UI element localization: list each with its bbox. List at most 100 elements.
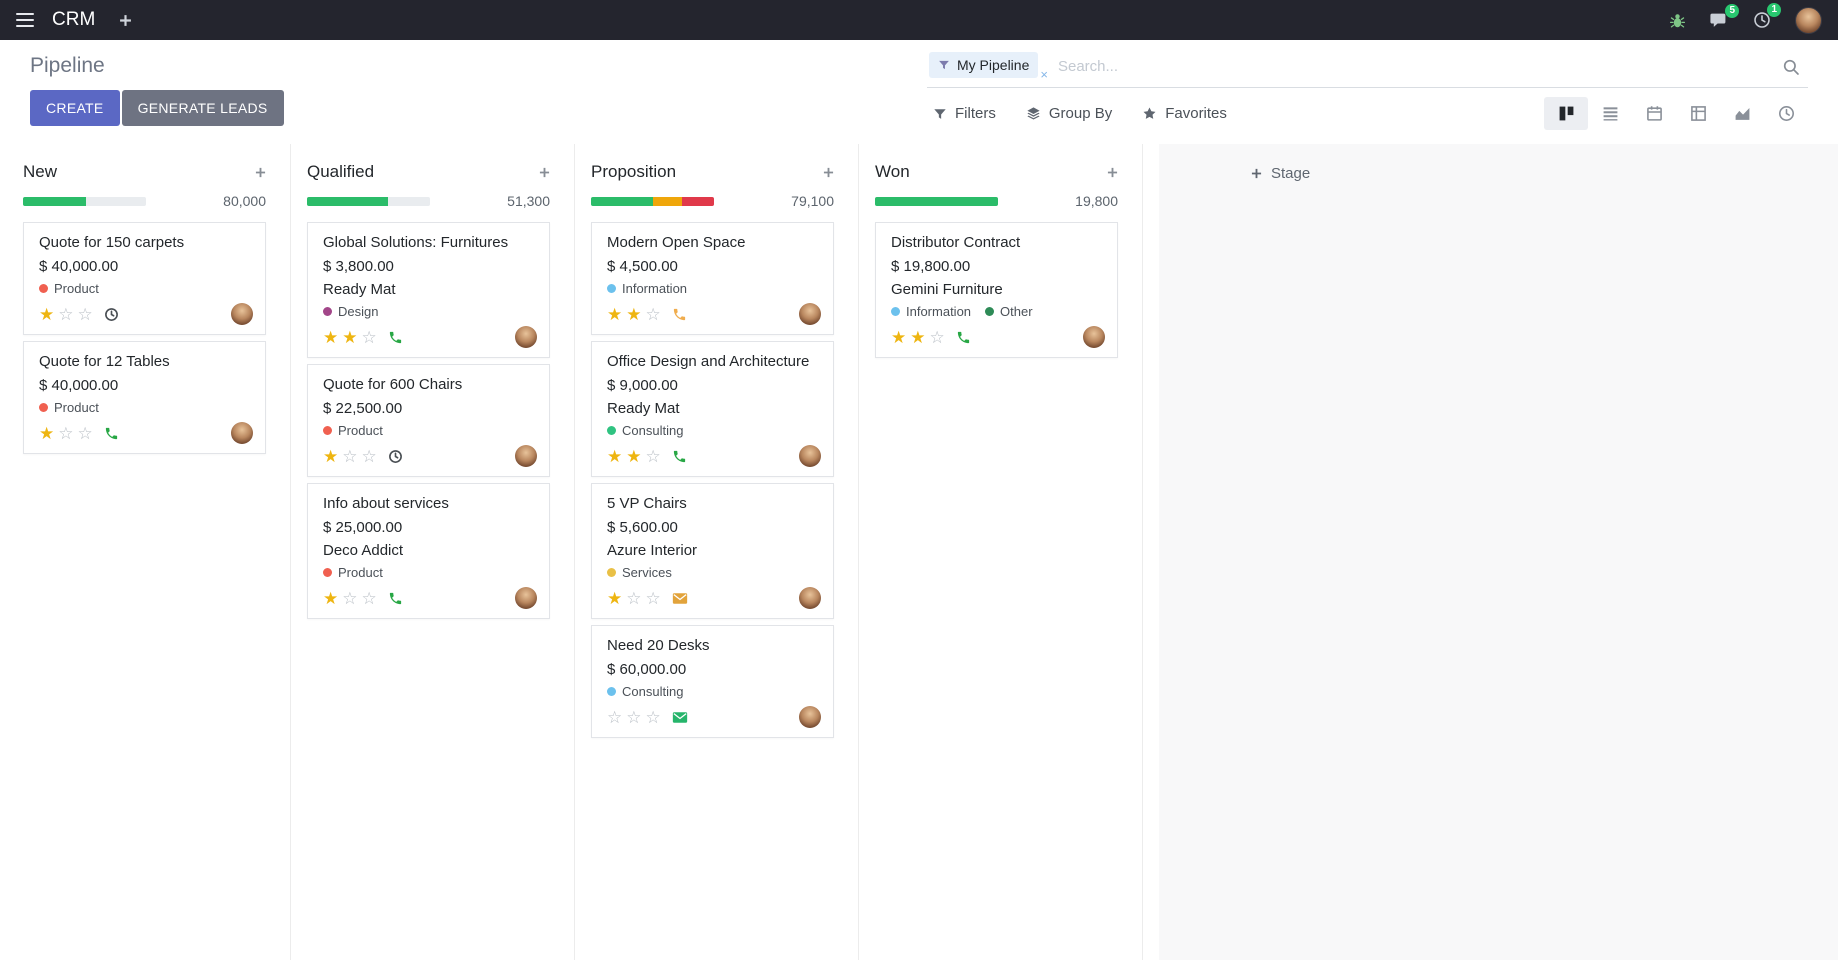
priority-stars[interactable]: ★ ☆ ☆ — [39, 425, 93, 442]
star-icon[interactable]: ★ — [910, 327, 926, 347]
priority-stars[interactable]: ★ ★ ☆ — [891, 329, 945, 346]
avatar[interactable] — [799, 303, 821, 325]
kanban-card[interactable]: Quote for 150 carpets $ 40,000.00 Product ★… — [23, 222, 266, 335]
activity-view-button[interactable] — [1764, 97, 1808, 130]
avatar[interactable] — [799, 587, 821, 609]
clock-icon[interactable] — [388, 449, 403, 464]
filters-button[interactable]: Filters — [933, 105, 996, 122]
star-icon[interactable]: ☆ — [929, 327, 945, 347]
kanban-card[interactable]: Quote for 600 Chairs $ 22,500.00 Product ★ ☆… — [307, 364, 550, 477]
plus-icon[interactable] — [119, 14, 132, 27]
star-icon[interactable]: ☆ — [626, 707, 642, 727]
phone-icon[interactable] — [388, 591, 403, 606]
kanban-card[interactable]: Need 20 Desks $ 60,000.00 Consulting ☆ ☆ ☆ — [591, 625, 834, 738]
star-icon[interactable]: ☆ — [342, 446, 358, 466]
avatar[interactable] — [231, 422, 253, 444]
phone-icon[interactable] — [672, 449, 687, 464]
star-icon[interactable]: ★ — [607, 304, 623, 324]
kanban-card[interactable]: Modern Open Space $ 4,500.00 Information ★ ★… — [591, 222, 834, 335]
pivot-view-button[interactable] — [1676, 97, 1720, 130]
kanban-card[interactable]: Distributor Contract $ 19,800.00 Gemini Fu… — [875, 222, 1118, 358]
star-icon[interactable]: ★ — [607, 588, 623, 608]
generate-leads-button[interactable]: GENERATE LEADS — [121, 90, 284, 126]
envelope-icon[interactable] — [672, 592, 688, 605]
search-input[interactable] — [1047, 54, 1782, 79]
list-view-button[interactable] — [1588, 97, 1632, 130]
create-button[interactable]: CREATE — [30, 90, 120, 126]
clock-icon[interactable] — [104, 307, 119, 322]
star-icon[interactable]: ★ — [39, 423, 55, 443]
star-icon[interactable]: ★ — [626, 446, 642, 466]
favorites-button[interactable]: Favorites — [1142, 105, 1227, 122]
phone-icon[interactable] — [104, 426, 119, 441]
column-progressbar[interactable] — [23, 196, 146, 206]
star-icon[interactable]: ☆ — [77, 423, 93, 443]
star-icon[interactable]: ☆ — [626, 588, 642, 608]
column-title[interactable]: Qualified — [307, 162, 375, 181]
column-progressbar[interactable] — [875, 196, 998, 206]
add-card-button[interactable] — [539, 167, 550, 178]
bug-icon[interactable] — [1669, 12, 1686, 29]
messages-icon[interactable]: 5 — [1710, 3, 1739, 29]
priority-stars[interactable]: ★ ★ ☆ — [607, 306, 661, 323]
search-icon[interactable] — [1782, 58, 1802, 76]
graph-view-button[interactable] — [1720, 97, 1764, 130]
star-icon[interactable]: ☆ — [361, 446, 377, 466]
avatar[interactable] — [231, 303, 253, 325]
star-icon[interactable]: ★ — [323, 446, 339, 466]
calendar-view-button[interactable] — [1632, 97, 1676, 130]
app-name[interactable]: CRM — [52, 9, 96, 30]
star-icon[interactable]: ★ — [323, 327, 339, 347]
star-icon[interactable]: ★ — [626, 304, 642, 324]
column-title[interactable]: Won — [875, 162, 910, 181]
star-icon[interactable]: ☆ — [645, 588, 661, 608]
avatar[interactable] — [799, 706, 821, 728]
column-progressbar[interactable] — [307, 196, 430, 206]
star-icon[interactable]: ☆ — [645, 446, 661, 466]
star-icon[interactable]: ★ — [342, 327, 358, 347]
phone-icon[interactable] — [388, 330, 403, 345]
star-icon[interactable]: ☆ — [361, 327, 377, 347]
avatar[interactable] — [515, 587, 537, 609]
priority-stars[interactable]: ★ ★ ☆ — [607, 448, 661, 465]
avatar[interactable] — [515, 326, 537, 348]
group-by-button[interactable]: Group By — [1026, 105, 1112, 122]
add-card-button[interactable] — [1107, 167, 1118, 178]
star-icon[interactable]: ★ — [323, 588, 339, 608]
kanban-card[interactable]: Office Design and Architecture $ 9,000.00… — [591, 341, 834, 477]
priority-stars[interactable]: ☆ ☆ ☆ — [607, 709, 661, 726]
star-icon[interactable]: ★ — [39, 304, 55, 324]
column-title[interactable]: New — [23, 162, 58, 181]
kanban-card[interactable]: 5 VP Chairs $ 5,600.00 Azure Interior Servi… — [591, 483, 834, 619]
facet-remove-icon[interactable]: × — [1040, 67, 1048, 82]
star-icon[interactable]: ☆ — [645, 304, 661, 324]
avatar[interactable] — [1083, 326, 1105, 348]
priority-stars[interactable]: ★ ★ ☆ — [323, 329, 377, 346]
priority-stars[interactable]: ★ ☆ ☆ — [607, 590, 661, 607]
star-icon[interactable]: ☆ — [607, 707, 623, 727]
star-icon[interactable]: ☆ — [361, 588, 377, 608]
star-icon[interactable]: ☆ — [77, 304, 93, 324]
add-stage-button[interactable]: Stage — [1251, 165, 1310, 182]
avatar[interactable] — [515, 445, 537, 467]
priority-stars[interactable]: ★ ☆ ☆ — [39, 306, 93, 323]
column-title[interactable]: Proposition — [591, 162, 677, 181]
envelope-icon[interactable] — [672, 711, 688, 724]
phone-icon[interactable] — [672, 307, 687, 322]
star-icon[interactable]: ☆ — [645, 707, 661, 727]
star-icon[interactable]: ☆ — [58, 423, 74, 443]
column-progressbar[interactable] — [591, 196, 714, 206]
add-card-button[interactable] — [823, 167, 834, 178]
avatar[interactable] — [799, 445, 821, 467]
kanban-card[interactable]: Global Solutions: Furnitures $ 3,800.00 Re… — [307, 222, 550, 358]
add-card-button[interactable] — [255, 167, 266, 178]
priority-stars[interactable]: ★ ☆ ☆ — [323, 448, 377, 465]
star-icon[interactable]: ☆ — [58, 304, 74, 324]
priority-stars[interactable]: ★ ☆ ☆ — [323, 590, 377, 607]
activities-icon[interactable]: 1 — [1753, 3, 1781, 29]
star-icon[interactable]: ★ — [891, 327, 907, 347]
star-icon[interactable]: ★ — [607, 446, 623, 466]
avatar[interactable] — [1795, 6, 1822, 34]
kanban-card[interactable]: Info about services $ 25,000.00 Deco Addic… — [307, 483, 550, 619]
star-icon[interactable]: ☆ — [342, 588, 358, 608]
